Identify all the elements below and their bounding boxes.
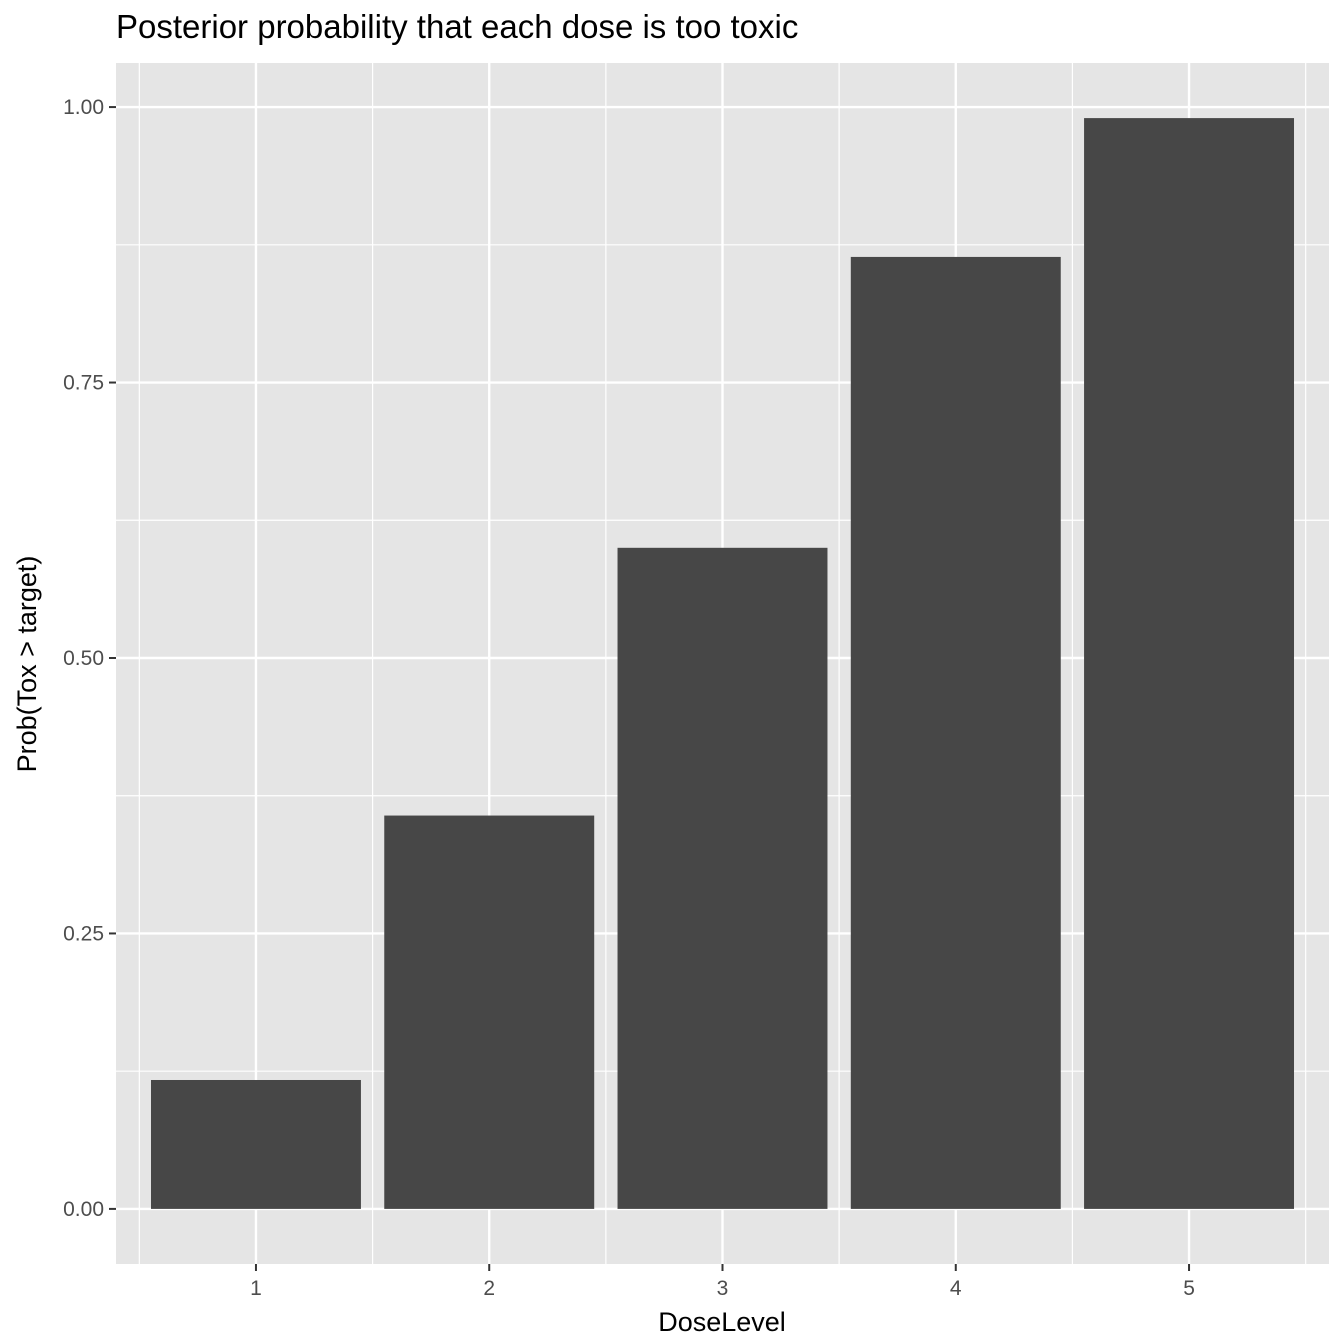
bar-dose-5 — [1084, 118, 1295, 1209]
y-axis: 0.00 0.25 0.50 0.75 1.00 — [63, 96, 116, 1221]
bar-dose-4 — [850, 256, 1061, 1209]
bar-dose-3 — [617, 547, 828, 1209]
bar-dose-2 — [384, 815, 595, 1209]
chart-title: Posterior probability that each dose is … — [116, 8, 798, 45]
y-tick-label: 0.25 — [63, 922, 104, 945]
y-tick-label: 0.00 — [63, 1198, 104, 1221]
x-tick-label: 5 — [1183, 1277, 1195, 1300]
bar-dose-1 — [150, 1079, 361, 1209]
y-tick-label: 1.00 — [63, 96, 104, 119]
x-tick-label: 3 — [717, 1277, 729, 1300]
y-tick-label: 0.50 — [63, 647, 104, 670]
x-tick-label: 1 — [250, 1277, 262, 1300]
y-axis-title: Prob(Tox > target) — [12, 556, 42, 773]
x-tick-label: 4 — [950, 1277, 962, 1300]
x-axis-title: DoseLevel — [658, 1307, 786, 1337]
bars — [150, 118, 1295, 1209]
y-tick-label: 0.75 — [63, 372, 104, 395]
x-tick-label: 2 — [483, 1277, 495, 1300]
x-axis: 1 2 3 4 5 — [250, 1264, 1195, 1300]
